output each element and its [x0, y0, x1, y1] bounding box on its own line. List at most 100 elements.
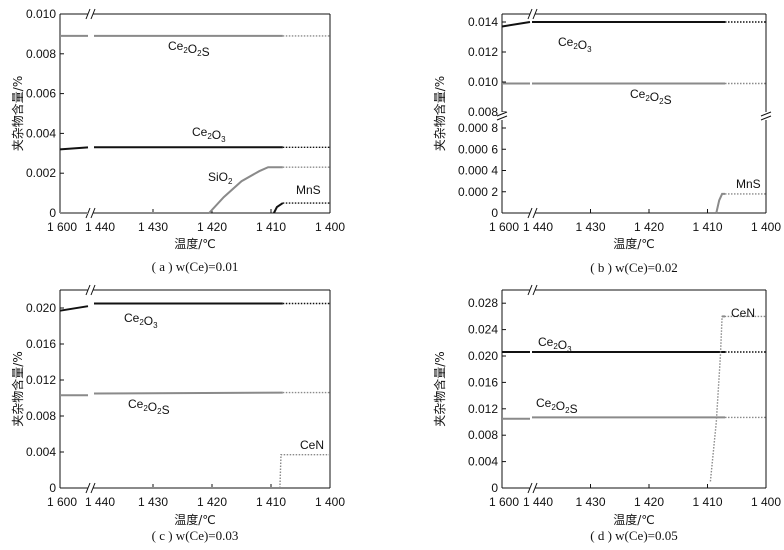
y-tick-label: 0.008: [468, 105, 498, 119]
y-tick-label: 0.000 4: [458, 164, 498, 178]
axis-break-gap: [762, 112, 770, 120]
x-tick-label: 1 600: [489, 220, 519, 234]
x-axis-label: 温度/℃: [613, 236, 655, 251]
series-ce2o3-label: Ce2O3: [558, 35, 592, 54]
x-tick-label: 1 440: [85, 220, 115, 234]
y-tick-label: 0: [491, 206, 498, 220]
axis-break-mark: [760, 111, 772, 117]
axis-break-gap: [530, 483, 535, 493]
y-tick-label: 0.020: [468, 349, 498, 363]
x-tick-label: 1 440: [85, 495, 115, 509]
series-ce2o3-pre-break-line: [59, 146, 89, 151]
series-ce2o3-label: Ce2O3: [124, 311, 158, 330]
x-tick-label: 1 600: [47, 220, 77, 234]
series-cen-dotted-line: [709, 315, 766, 482]
x-tick-label: 1 400: [315, 495, 345, 509]
series-ce2o2s-label: Ce2O2S: [630, 87, 672, 107]
series-cen-label: CeN: [731, 306, 755, 320]
series-mns-line: [273, 202, 284, 214]
y-tick-label: 0.000 6: [458, 142, 498, 156]
y-tick-label: 0.010: [26, 7, 56, 21]
x-tick-label: 1 420: [634, 220, 664, 234]
y-axis-label: 夹杂物含量/%: [432, 76, 447, 151]
axis-break-gap: [88, 9, 93, 19]
x-axis-label: 温度/℃: [174, 236, 216, 251]
y-tick-label: 0.004: [26, 445, 56, 459]
y-tick-label: 0.024: [468, 323, 498, 337]
y-tick-label: 0: [49, 206, 56, 220]
y-tick-label: 0.012: [26, 373, 56, 387]
y-tick-label: 0: [49, 481, 56, 495]
x-tick-label: 1 400: [315, 220, 345, 234]
axis-break-gap: [498, 112, 506, 120]
series-sio2-label: SiO2: [208, 170, 233, 186]
x-tick-label: 1 440: [523, 495, 553, 509]
axis-break-mark: [85, 8, 91, 20]
x-tick-label: 1 430: [575, 495, 605, 509]
y-tick-label: 0.000 8: [458, 121, 498, 135]
y-tick-label: 0.020: [26, 301, 56, 315]
x-tick-label: 1 600: [47, 495, 77, 509]
axis-break-gap: [530, 9, 535, 19]
y-tick-label: 0.014: [468, 15, 498, 29]
series-mns-label: MnS: [736, 177, 761, 191]
series-cen-label: CeN: [300, 438, 324, 452]
y-tick-label: 0.016: [468, 375, 498, 389]
chart-panel-2: 1 600 1 440 1 430 1 420 1 410 1 400 温度/℃ ( b ) …: [432, 8, 781, 275]
x-tick-label: 1 430: [138, 495, 168, 509]
axis-break-mark: [532, 8, 538, 20]
y-axis-label: 夹杂物含量/%: [432, 351, 447, 426]
axis-break-mark: [527, 8, 533, 20]
chart-panel-4: 1 600 1 440 1 430 1 420 1 410 1 400 温度/℃( d ) …: [432, 284, 781, 543]
x-tick-label: 1 410: [692, 220, 722, 234]
series-sio2-line: [94, 166, 283, 214]
caption: ( b ) w(Ce)=0.02: [590, 260, 677, 275]
series-mns-line: [715, 192, 725, 214]
series-ce2o3-pre-break-line: [59, 305, 89, 312]
y-tick-label: 0.028: [468, 296, 498, 310]
axis-break-gap: [88, 208, 93, 218]
x-axis-label: 温度/℃: [613, 512, 655, 527]
y-tick-label: 0.010: [468, 75, 498, 89]
x-tick-label: 1 410: [256, 495, 286, 509]
caption: ( d ) w(Ce)=0.05: [590, 528, 677, 543]
axis-break-mark: [90, 284, 96, 296]
caption: ( a ) w(Ce)=0.01: [152, 259, 239, 274]
axis-break-gap: [530, 208, 535, 218]
y-tick-label: 0.004: [468, 455, 498, 469]
y-tick-label: 0.016: [26, 337, 56, 351]
y-tick-label: 0.008: [26, 47, 56, 61]
y-axis-label: 夹杂物含量/%: [10, 351, 25, 426]
series-ce2o2s-label: Ce2O2S: [536, 396, 578, 416]
y-tick-label: 0.008: [26, 409, 56, 423]
x-tick-label: 1 410: [256, 220, 286, 234]
axis-break-mark: [496, 115, 508, 121]
axis-break-mark: [527, 482, 533, 494]
axis-break-mark: [532, 482, 538, 494]
y-tick-label: 0.012: [468, 402, 498, 416]
y-tick-label: 0.008: [468, 428, 498, 442]
x-tick-label: 1 420: [634, 495, 664, 509]
axis-break-mark: [527, 284, 533, 296]
y-tick-label: 0.006: [26, 87, 56, 101]
axis-break-mark: [760, 115, 772, 121]
series-ce2o2s-label: Ce2O2S: [128, 397, 170, 417]
caption: ( c ) w(Ce)=0.03: [152, 528, 239, 543]
y-tick-label: 0: [491, 481, 498, 495]
axis-break-mark: [90, 8, 96, 20]
series-ce2o3-label: Ce2O3: [538, 335, 572, 354]
x-tick-label: 1 420: [197, 495, 227, 509]
axis-break-mark: [496, 111, 508, 117]
axis-break-gap: [88, 483, 93, 493]
axis-break-mark: [85, 482, 91, 494]
series-ce2o2s-line: [93, 391, 283, 395]
chart-panel-3: 1 600 1 440 1 430 1 420 1 410 1 400 温度/℃( c ) …: [10, 284, 345, 543]
axis-break-mark: [85, 284, 91, 296]
x-tick-label: 1 400: [751, 220, 781, 234]
x-axis-label: 温度/℃: [174, 512, 216, 527]
series-ce2o3-pre-break-line: [501, 21, 531, 28]
series-cen-dotted-line: [279, 454, 330, 489]
series-ce2o2s-label: Ce2O2S: [168, 39, 210, 59]
x-tick-label: 1 430: [138, 220, 168, 234]
